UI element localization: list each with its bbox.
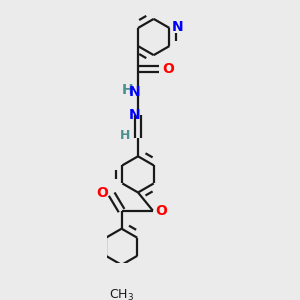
Text: N: N	[129, 85, 141, 99]
Text: N: N	[129, 108, 141, 122]
Text: O: O	[163, 62, 175, 76]
Text: CH$_3$: CH$_3$	[109, 288, 134, 300]
Text: O: O	[97, 186, 108, 200]
Text: N: N	[171, 20, 183, 34]
Text: H: H	[122, 83, 133, 98]
Text: O: O	[155, 204, 167, 218]
Text: H: H	[120, 129, 130, 142]
